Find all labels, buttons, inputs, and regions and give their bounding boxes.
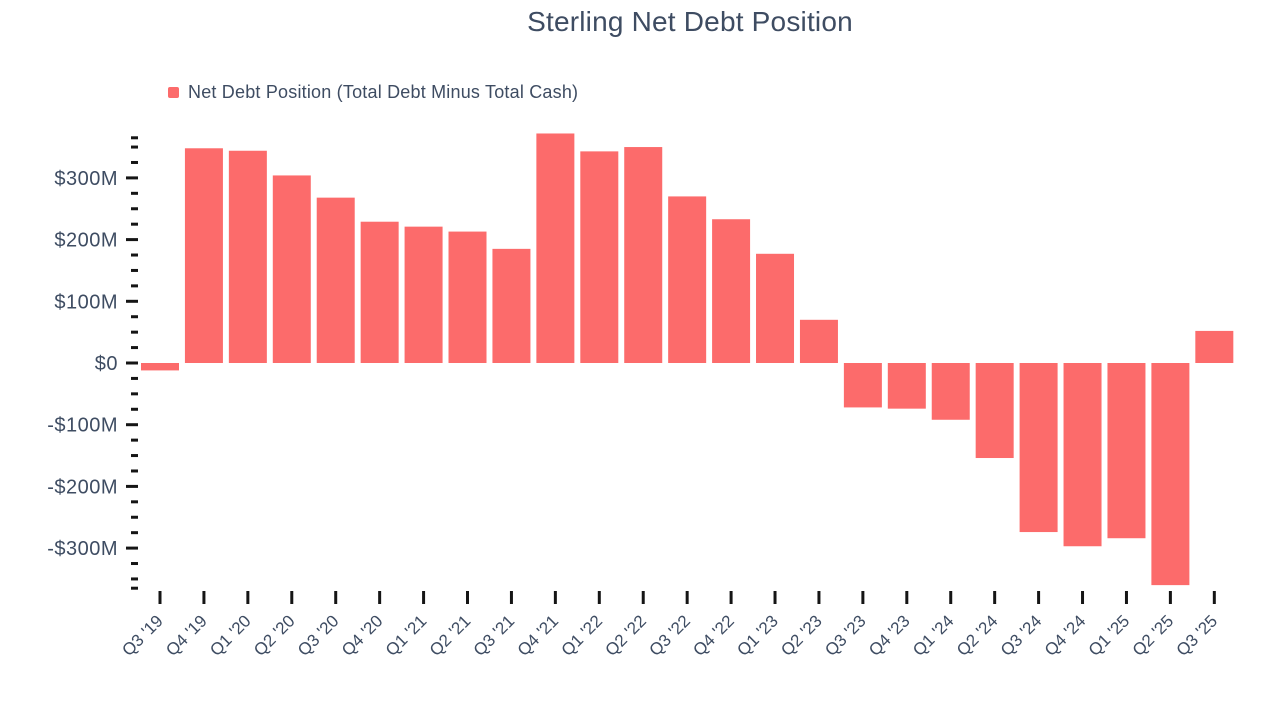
x-axis-label: Q3 '19: [118, 611, 166, 659]
y-axis-label: $200M: [54, 230, 118, 252]
bar-q4-23[interactable]: [887, 363, 926, 409]
x-axis-label: Q3 '25: [1173, 611, 1221, 659]
x-axis-label: Q4 '22: [689, 611, 737, 659]
x-axis-label: Q4 '20: [338, 611, 386, 659]
x-axis-label: Q4 '21: [514, 611, 562, 659]
bar-q2-20[interactable]: [272, 175, 311, 363]
x-axis-label: Q2 '20: [250, 611, 298, 659]
bar-q1-24[interactable]: [931, 363, 970, 420]
x-axis-label: Q1 '21: [382, 611, 430, 659]
bar-q3-20[interactable]: [316, 197, 355, 363]
legend: Net Debt Position (Total Debt Minus Tota…: [168, 82, 578, 103]
x-axis-label: Q1 '23: [733, 611, 781, 659]
bar-q1-20[interactable]: [228, 150, 267, 363]
bar-q1-25[interactable]: [1107, 363, 1146, 539]
x-axis-label: Q4 '24: [1041, 611, 1089, 659]
bar-q4-19[interactable]: [184, 148, 223, 363]
bar-q4-24[interactable]: [1063, 363, 1102, 547]
bar-q3-24[interactable]: [1019, 363, 1058, 533]
x-axis-label: Q1 '25: [1085, 611, 1133, 659]
x-axis-label: Q2 '25: [1129, 611, 1177, 659]
x-axis-label: Q1 '24: [909, 611, 957, 659]
x-axis-label: Q2 '24: [953, 611, 1001, 659]
legend-item-label: Net Debt Position (Total Debt Minus Tota…: [188, 82, 579, 102]
bar-q1-21[interactable]: [404, 226, 443, 363]
bar-q4-22[interactable]: [712, 219, 751, 363]
y-axis-label: -$200M: [47, 476, 118, 498]
y-axis-label: $100M: [54, 291, 118, 313]
x-axis-label: Q2 '21: [426, 611, 474, 659]
bar-q2-22[interactable]: [624, 147, 663, 363]
y-axis-label: $300M: [54, 168, 118, 190]
y-axis-label: -$300M: [47, 538, 118, 560]
x-axis-label: Q4 '23: [865, 611, 913, 659]
bar-q3-22[interactable]: [668, 196, 707, 363]
x-axis-label: Q3 '22: [646, 611, 694, 659]
x-axis-label: Q2 '23: [777, 611, 825, 659]
legend-item-net-debt[interactable]: Net Debt Position (Total Debt Minus Tota…: [168, 82, 578, 103]
bar-q2-25[interactable]: [1151, 363, 1190, 586]
bar-q2-24[interactable]: [975, 363, 1014, 459]
bar-q4-21[interactable]: [536, 133, 575, 363]
x-axis-label: Q3 '24: [997, 611, 1045, 659]
chart-title: Sterling Net Debt Position: [527, 6, 853, 37]
bar-q3-21[interactable]: [492, 248, 531, 363]
bar-q3-23[interactable]: [843, 363, 882, 408]
bar-q2-23[interactable]: [799, 319, 838, 363]
x-axis-label: Q3 '23: [821, 611, 869, 659]
x-axis-label: Q1 '22: [558, 611, 606, 659]
x-axis-label: Q2 '22: [602, 611, 650, 659]
y-axis-label: $0: [95, 353, 118, 375]
x-axis-label: Q4 '19: [162, 611, 210, 659]
bar-q2-21[interactable]: [448, 231, 487, 363]
bar-q1-23[interactable]: [756, 253, 795, 363]
x-axis-label: Q1 '20: [206, 611, 254, 659]
bar-q3-25[interactable]: [1195, 330, 1234, 363]
x-axis-label: Q3 '21: [470, 611, 518, 659]
x-axis-label: Q3 '20: [294, 611, 342, 659]
legend-marker-icon: [168, 87, 179, 98]
bar-q3-19[interactable]: [141, 363, 179, 371]
bar-q4-20[interactable]: [360, 221, 399, 363]
y-axis-label: -$100M: [47, 415, 118, 437]
bar-q1-22[interactable]: [580, 151, 619, 363]
